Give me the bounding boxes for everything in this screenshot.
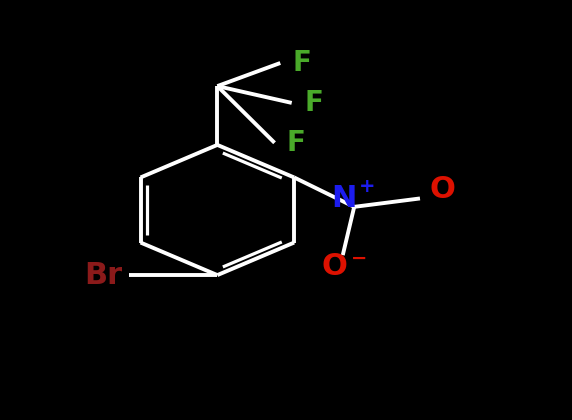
Text: O: O (321, 252, 347, 281)
Text: F: F (304, 89, 323, 117)
Text: F: F (293, 49, 311, 77)
Text: F: F (287, 129, 305, 157)
Text: −: − (351, 249, 367, 268)
Text: Br: Br (84, 260, 122, 290)
Text: +: + (359, 177, 375, 196)
Text: O: O (430, 175, 456, 204)
Text: N: N (331, 184, 356, 213)
